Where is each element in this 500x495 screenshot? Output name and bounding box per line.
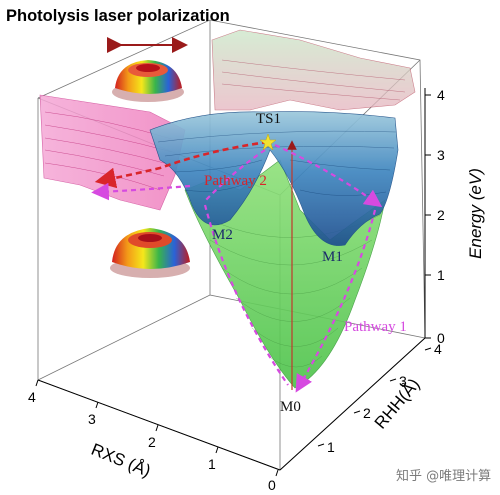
m2-label: M2 [212, 227, 233, 243]
pathway1-arrow-down [295, 209, 377, 393]
rxs-axis-ticks [35, 379, 281, 477]
rxs-tick-3: 3 [88, 411, 96, 427]
rhh-tick-3: 3 [399, 373, 407, 389]
pathway1-arrow-right [274, 143, 383, 208]
pathway-magenta-left [91, 182, 191, 201]
m1-label: M1 [322, 249, 343, 265]
energy-tick-1: 1 [437, 267, 445, 283]
rxs-tick-4: 4 [28, 389, 36, 405]
left-wall-projection [39, 94, 186, 211]
rhh-tick-1: 1 [327, 439, 335, 455]
energy-axis-ticks [424, 88, 431, 339]
pathway-magenta-m2-up [205, 149, 266, 201]
ts1-label: TS1 [256, 111, 282, 127]
polarization-ring-top [112, 60, 184, 102]
watermark: 知乎 @唯理计算 [396, 469, 492, 484]
polarization-ring-bottom [110, 228, 190, 278]
rxs-tick-2: 2 [148, 434, 156, 450]
ts1-star [259, 133, 277, 151]
rxs-tick-0: 0 [268, 477, 276, 493]
pathway2-label: Pathway 2 [204, 173, 267, 189]
m0-label: M0 [280, 399, 301, 415]
rxs-tick-1: 1 [208, 456, 216, 472]
rhh-tick-4: 4 [434, 341, 442, 357]
energy-tick-2: 2 [437, 207, 445, 223]
energy-axis-label: Energy (eV) [465, 168, 485, 259]
energy-tick-3: 3 [437, 147, 445, 163]
rhh-axis-ticks [279, 337, 432, 471]
figure-title: Photolysis laser polarization [6, 7, 230, 25]
pathway1-label: Pathway 1 [344, 319, 407, 335]
energy-tick-0: 0 [437, 330, 445, 346]
back-wall-projection [211, 29, 416, 111]
energy-tick-4: 4 [437, 87, 445, 103]
pathway-magenta-m2-down [203, 204, 289, 386]
excited-state-surface [149, 111, 399, 246]
rhh-tick-2: 2 [363, 405, 371, 421]
